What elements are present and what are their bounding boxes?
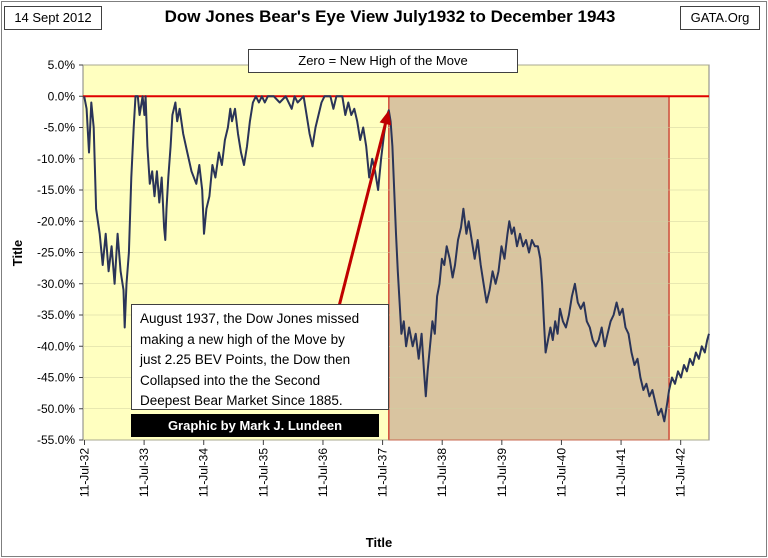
annotation-note: August 1937, the Dow Jones missed making…	[131, 304, 389, 410]
series-line-dow-bev	[83, 95, 710, 423]
x-tick-label: 11-Jul-42	[674, 448, 688, 497]
x-tick-label: 11-Jul-34	[197, 448, 211, 497]
note-line-3: just 2.25 BEV Points, the Dow then	[140, 352, 351, 367]
y-tick-label: -25.0%	[37, 246, 75, 260]
y-tick-label: -50.0%	[37, 402, 75, 416]
x-tick-label: 11-Jul-40	[554, 448, 568, 497]
credit-label: Graphic by Mark J. Lundeen	[131, 414, 379, 437]
x-tick-label: 11-Jul-41	[614, 448, 628, 497]
y-tick-label: -45.0%	[37, 371, 75, 385]
y-tick-label: -55.0%	[37, 433, 75, 447]
y-axis-title: Title	[10, 240, 25, 267]
note-line-2: making a new high of the Move by	[140, 331, 345, 347]
source-label: GATA.Org	[680, 6, 760, 30]
zero-definition-label: Zero = New High of the Move	[248, 49, 518, 73]
note-line-5: Deepest Bear Market Since 1885.	[140, 393, 343, 408]
x-tick-label: 11-Jul-36	[316, 448, 330, 497]
x-tick-label: 11-Jul-39	[495, 448, 509, 497]
y-tick-label: -20.0%	[37, 214, 75, 228]
y-tick-label: 5.0%	[48, 58, 76, 72]
x-axis-title: Title	[366, 535, 393, 550]
bear-market-shaded-region	[388, 95, 670, 441]
y-tick-label: -5.0%	[44, 121, 76, 135]
annotation-arrow	[337, 123, 387, 306]
x-tick-label: 11-Jul-38	[435, 448, 449, 497]
x-tick-label: 11-Jul-33	[137, 448, 151, 497]
y-tick-label: 0.0%	[48, 89, 76, 103]
x-tick-label: 11-Jul-32	[77, 448, 91, 497]
annotation-arrow-head	[379, 110, 392, 126]
y-tick-label: -35.0%	[37, 308, 75, 322]
y-tick-label: -40.0%	[37, 339, 75, 353]
y-axis-ticks: 5.0% 0.0% -5.0% -10.0% -15.0% -20.0% -25.0% -30…	[37, 58, 83, 447]
note-line-4: Collapsed into the the Second	[140, 372, 321, 388]
x-axis-ticks: 11-Jul-32 11-Jul-33 11-Jul-34 11-Jul-35 11-J…	[77, 440, 688, 497]
y-tick-label: -10.0%	[37, 152, 75, 166]
chart-title: Dow Jones Bear's Eye View July1932 to De…	[164, 7, 616, 26]
x-tick-label: 11-Jul-35	[256, 448, 270, 497]
y-tick-label: -15.0%	[37, 183, 75, 197]
x-tick-label: 11-Jul-37	[376, 448, 390, 497]
note-line-1: August 1937, the Dow Jones missed	[140, 311, 360, 326]
date-label: 14 Sept 2012	[4, 6, 102, 30]
y-tick-label: -30.0%	[37, 277, 75, 291]
